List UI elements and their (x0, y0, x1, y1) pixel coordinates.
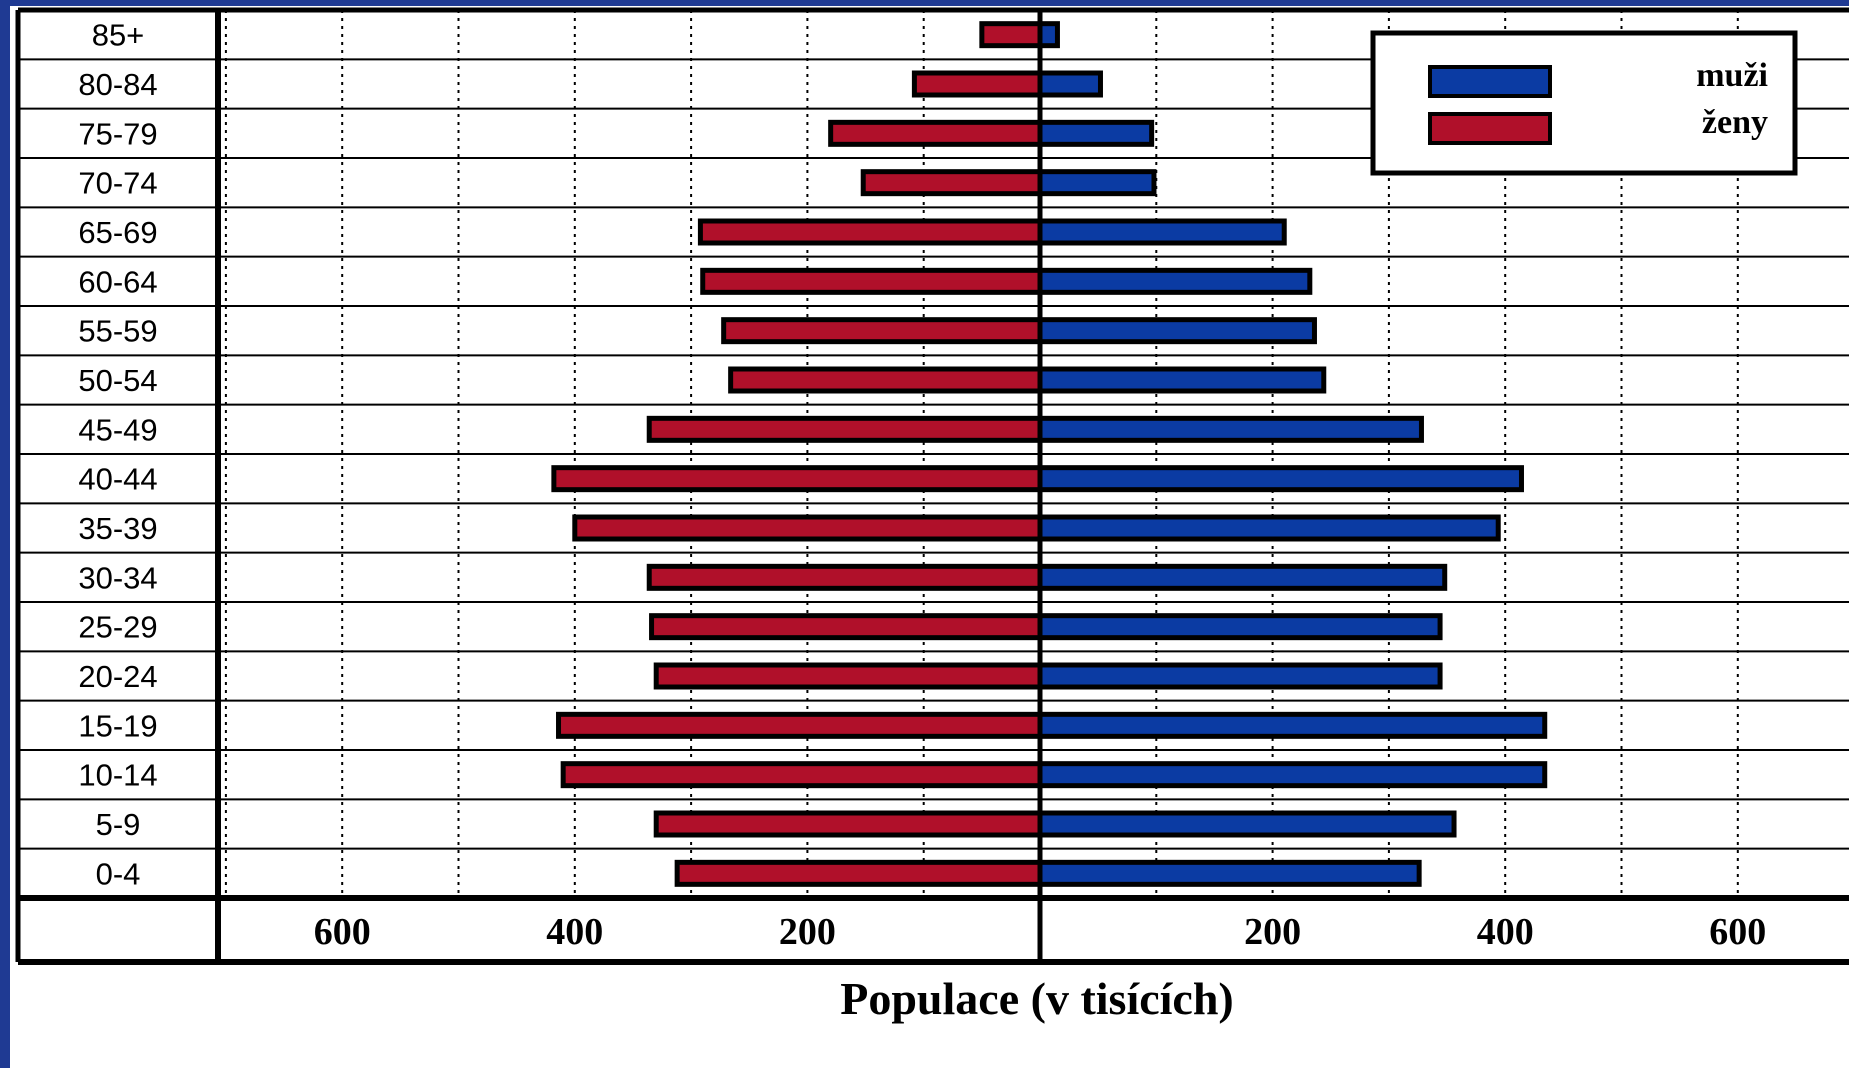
bar-left-85+ (979, 21, 1043, 49)
bar-right-55-59 (1037, 317, 1317, 345)
bar-right-10-14 (1037, 761, 1548, 789)
row-separators (18, 58, 1849, 850)
age-group-label: 60-64 (78, 264, 157, 299)
bar-right-0-4 (1037, 859, 1422, 887)
age-group-label: 0-4 (96, 856, 141, 891)
age-group-label: 55-59 (78, 314, 157, 349)
slide-frame-left (0, 0, 10, 1068)
slide-frame-top (0, 0, 1849, 6)
bar-right-80-84 (1037, 70, 1103, 98)
bar-right-70-74 (1037, 169, 1157, 197)
age-group-label: 25-29 (78, 610, 157, 645)
age-group-label: 85+ (92, 18, 145, 53)
x-tick-label: 600 (314, 911, 371, 953)
legend-label-muzi: muži (1696, 57, 1768, 94)
bar-left-0-4 (674, 859, 1043, 887)
x-axis-title: Populace (v tisících) (840, 973, 1234, 1024)
bar-left-45-49 (646, 415, 1043, 443)
bar-left-25-29 (649, 613, 1043, 641)
bar-left-10-14 (560, 761, 1043, 789)
bar-left-60-64 (700, 267, 1043, 295)
bar-right-25-29 (1037, 613, 1443, 641)
x-tick-label: 200 (779, 911, 836, 953)
bar-right-85+ (1037, 21, 1060, 49)
bar-right-30-34 (1037, 563, 1448, 591)
age-group-label: 5-9 (96, 807, 141, 842)
age-group-label: 35-39 (78, 511, 157, 546)
bar-left-55-59 (721, 317, 1043, 345)
age-group-label: 20-24 (78, 659, 157, 694)
age-group-label: 30-34 (78, 560, 157, 595)
bar-right-45-49 (1037, 415, 1424, 443)
age-group-label: 65-69 (78, 215, 157, 250)
bar-left-50-54 (728, 366, 1043, 394)
age-group-label: 15-19 (78, 708, 157, 743)
age-group-label: 40-44 (78, 462, 157, 497)
legend-swatch-zeny (1428, 112, 1552, 145)
bar-right-75-79 (1037, 119, 1155, 147)
bar-right-5-9 (1037, 810, 1457, 838)
bars (551, 21, 1548, 887)
bar-left-5-9 (653, 810, 1043, 838)
bar-right-40-44 (1037, 465, 1524, 493)
bar-left-75-79 (828, 119, 1043, 147)
bar-right-50-54 (1037, 366, 1327, 394)
bar-left-80-84 (911, 70, 1043, 98)
bar-left-70-74 (860, 169, 1043, 197)
age-group-label: 10-14 (78, 758, 157, 793)
x-tick-labels: 600 400 200 200 400 600 (314, 911, 1767, 953)
age-group-label: 75-79 (78, 116, 157, 151)
bar-left-65-69 (697, 218, 1043, 246)
x-tick-label: 400 (546, 911, 603, 953)
bar-right-60-64 (1037, 267, 1313, 295)
table-frame (15, 7, 1849, 965)
bar-left-15-19 (556, 711, 1043, 739)
legend-label-zeny: ženy (1702, 104, 1768, 141)
bar-right-15-19 (1037, 711, 1548, 739)
age-group-label: 45-49 (78, 412, 157, 447)
bar-left-30-34 (646, 563, 1043, 591)
bar-right-35-39 (1037, 514, 1501, 542)
age-labels: 85+ 80-84 75-79 70-74 65-69 60-64 55-59 50-54 45… (78, 18, 157, 892)
bar-left-35-39 (572, 514, 1043, 542)
bar-left-20-24 (653, 662, 1043, 690)
age-group-label: 70-74 (78, 166, 157, 201)
x-tick-label: 600 (1709, 911, 1766, 953)
x-tick-label: 200 (1244, 911, 1301, 953)
bar-left-40-44 (551, 465, 1043, 493)
legend-swatch-muzi (1428, 65, 1552, 98)
legend-box (1370, 30, 1798, 176)
x-tick-label: 400 (1477, 911, 1534, 953)
age-group-label: 80-84 (78, 67, 157, 102)
bar-right-65-69 (1037, 218, 1287, 246)
legend: muži ženy (1370, 30, 1798, 176)
bar-right-20-24 (1037, 662, 1443, 690)
age-group-label: 50-54 (78, 363, 157, 398)
